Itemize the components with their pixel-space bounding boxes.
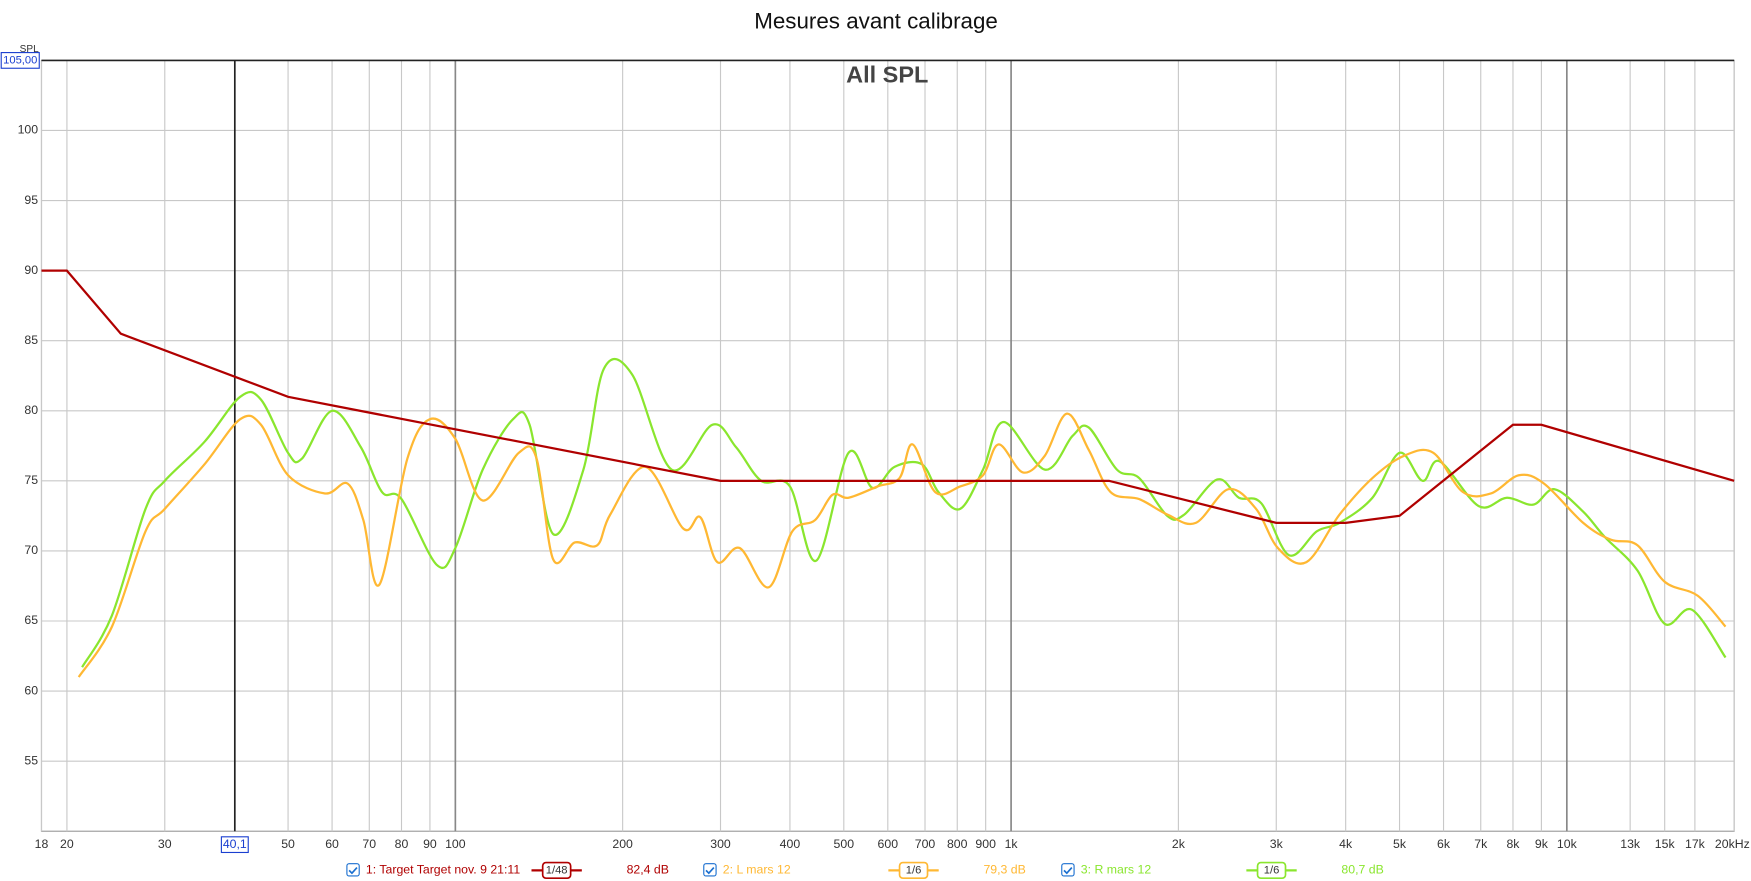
x-tick-label: 4k: [1339, 837, 1353, 851]
y-tick-label: 80: [24, 403, 38, 417]
x-tick-label: 600: [878, 837, 899, 851]
x-tick-label: 3k: [1270, 837, 1284, 851]
x-tick-label: 500: [834, 837, 855, 851]
legend-smoothing-box: [1256, 861, 1287, 880]
y-tick-label: 95: [24, 193, 38, 207]
series-line: [41, 269, 1735, 525]
x-tick-label: 8k: [1506, 837, 1520, 851]
legend-item: 3: R mars 12 1/6 80,7 dB: [1061, 861, 1384, 880]
legend-check: [1063, 867, 1073, 875]
y-axis-label: SPL: [20, 44, 39, 55]
x-tick-label: 10k: [1557, 837, 1578, 851]
series-line: [81, 357, 1727, 668]
y-tick-label: 65: [24, 613, 38, 627]
legend-label: 3: R mars 12: [1081, 863, 1152, 877]
legend-label: 1: Target Target nov. 9 21:11: [366, 863, 520, 877]
legend-checkbox: [1061, 863, 1075, 877]
x-tick-label: 2k: [1172, 837, 1186, 851]
cursor-box: [0, 52, 40, 69]
legend-item: 2: L mars 12 1/6 79,3 dB: [703, 861, 1026, 880]
legend-checkbox: [346, 863, 360, 877]
cursor-box: [220, 836, 249, 854]
x-tick-label: 400: [780, 837, 801, 851]
legend-smoothing-box: [898, 861, 929, 880]
x-tick-label: 7k: [1474, 837, 1488, 851]
legend-check: [705, 867, 715, 875]
legend-smoothing: 1/48: [546, 864, 568, 876]
x-tick-label: 9k: [1535, 837, 1549, 851]
x-tick-label: 18: [35, 837, 49, 851]
x-tick-label: 17k: [1685, 837, 1706, 851]
chart-title: Mesures avant calibrage: [754, 8, 998, 33]
legend-smoothing: 1/6: [1264, 864, 1280, 876]
x-tick-label: 90: [423, 837, 437, 851]
x-tick-label: 20: [60, 837, 74, 851]
x-tick-label: 700: [915, 837, 936, 851]
x-tick-label: 100: [445, 837, 466, 851]
x-tick-label: 5k: [1393, 837, 1407, 851]
y-tick-label: 100: [18, 123, 39, 137]
series-line: [77, 412, 1727, 678]
x-tick-label: 50: [281, 837, 295, 851]
y-tick-label: 90: [24, 263, 38, 277]
x-tick-label: 1k: [1005, 837, 1019, 851]
x-tick-label: 13k: [1620, 837, 1641, 851]
y-tick-label: 75: [24, 473, 38, 487]
x-tick-label: 6k: [1437, 837, 1451, 851]
x-tick-label: 80: [395, 837, 409, 851]
legend-item: 1: Target Target nov. 9 21:11 1/48 82,4 dB: [346, 861, 669, 880]
x-tick-label: 900: [975, 837, 996, 851]
legend-level: 80,7 dB: [1341, 863, 1383, 877]
y-tick-label: 70: [24, 543, 38, 557]
legend-smoothing-box: [541, 861, 572, 880]
x-tick-label: 800: [947, 837, 968, 851]
x-tick-label: 70: [362, 837, 376, 851]
cursor-y-label: 105,00: [3, 54, 37, 66]
x-tick-label: 300: [710, 837, 731, 851]
chart-subtitle: All SPL: [846, 61, 928, 87]
legend-check: [348, 867, 358, 875]
x-tick-label: 15k: [1655, 837, 1676, 851]
legend-smoothing: 1/6: [906, 864, 922, 876]
x-tick-label: 200: [612, 837, 633, 851]
x-tick-label: 60: [325, 837, 339, 851]
legend-checkbox: [703, 863, 717, 877]
legend-label: 2: L mars 12: [723, 863, 791, 877]
cursor-x-label: 40,1: [223, 837, 247, 851]
y-tick-label: 55: [24, 753, 38, 767]
x-tick-label: 30: [158, 837, 172, 851]
x-tick-label: 20kHz: [1715, 837, 1750, 851]
y-tick-label: 85: [24, 333, 38, 347]
legend-level: 79,3 dB: [983, 863, 1025, 877]
legend-level: 82,4 dB: [627, 863, 669, 877]
y-tick-label: 60: [24, 683, 38, 697]
